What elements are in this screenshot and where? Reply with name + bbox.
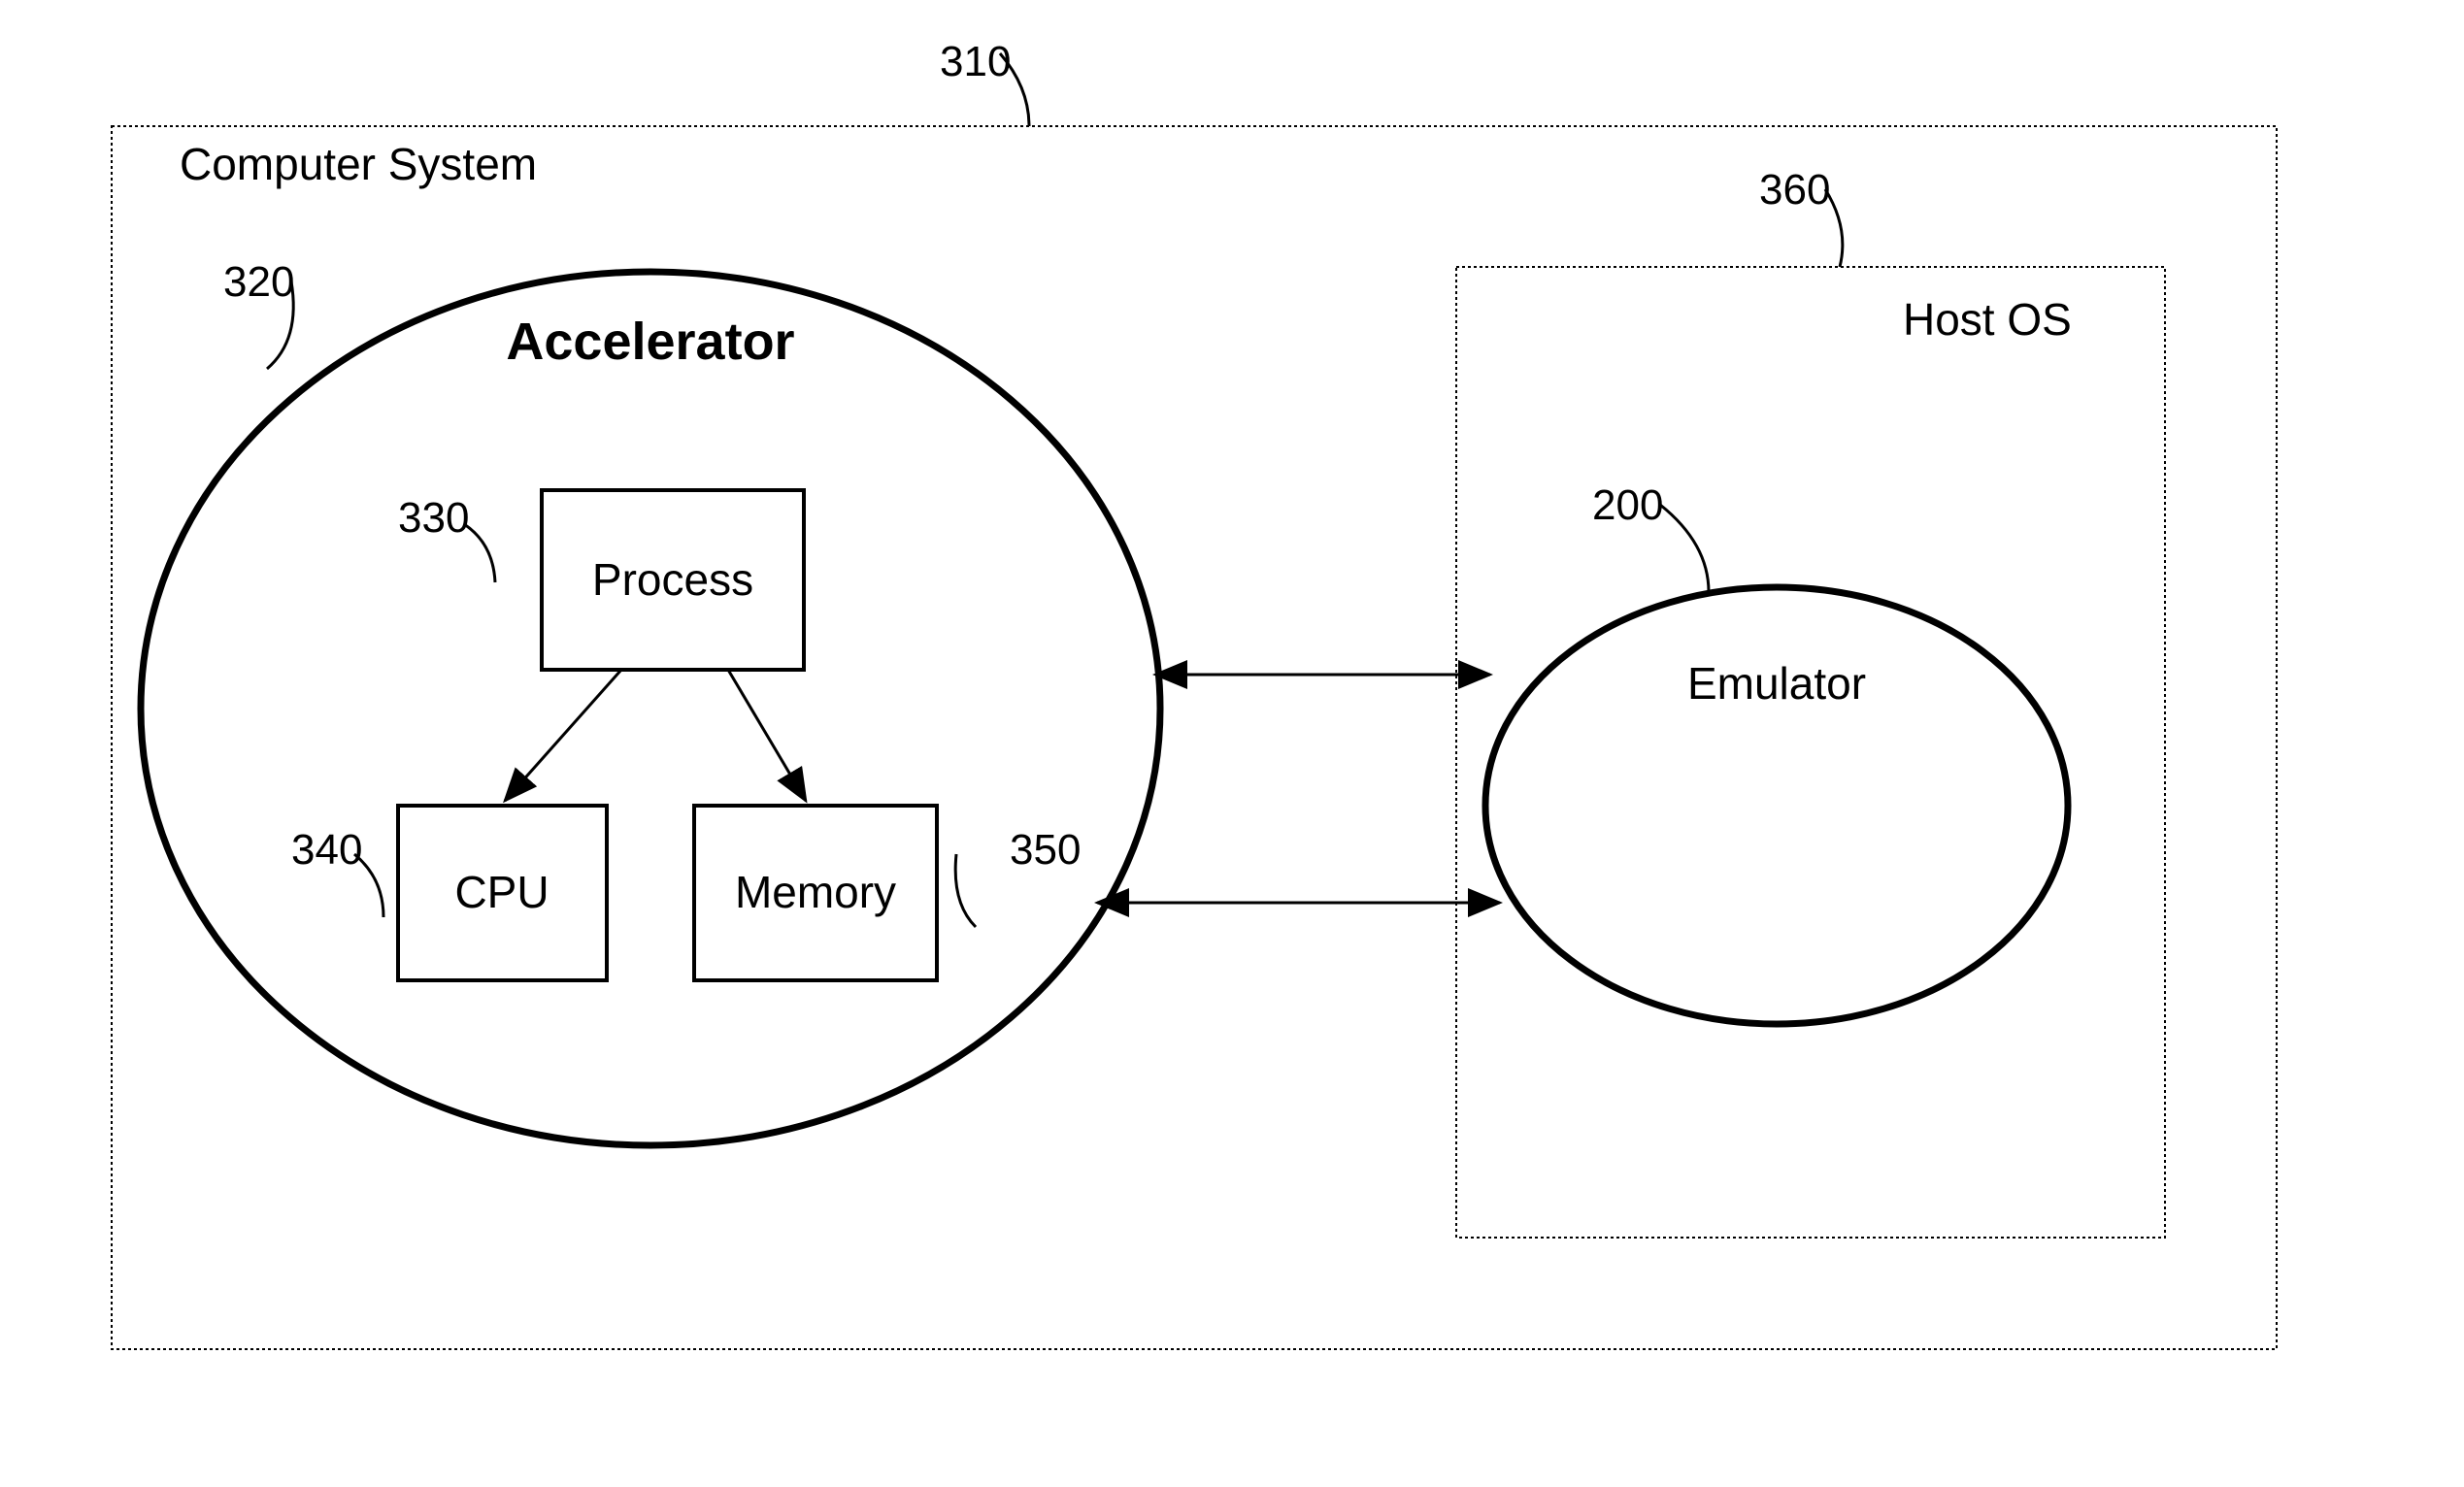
diagram-svg: Computer System Host OS Accelerator Emul…	[0, 0, 2464, 1482]
emulator-ellipse	[1485, 587, 2068, 1024]
memory-label: Memory	[735, 867, 896, 917]
leader-350	[955, 854, 976, 927]
arrow-process-cpu	[505, 670, 621, 801]
ref-310: 310	[940, 38, 1011, 85]
arrow-process-memory	[728, 670, 806, 801]
computer-system-label: Computer System	[180, 139, 537, 189]
ref-360: 360	[1759, 166, 1830, 214]
diagram-container: Computer System Host OS Accelerator Emul…	[0, 0, 2464, 1482]
ref-200: 200	[1592, 481, 1663, 529]
host-os-label: Host OS	[1903, 294, 2072, 345]
ref-340: 340	[291, 826, 362, 874]
accelerator-label: Accelerator	[506, 313, 794, 371]
ref-350: 350	[1010, 826, 1081, 874]
emulator-label: Emulator	[1687, 658, 1866, 709]
ref-320: 320	[223, 258, 294, 306]
accelerator-ellipse	[141, 272, 1160, 1145]
leader-200	[1660, 505, 1709, 592]
ref-330: 330	[398, 494, 469, 542]
process-label: Process	[592, 554, 753, 605]
cpu-label: CPU	[454, 867, 549, 917]
